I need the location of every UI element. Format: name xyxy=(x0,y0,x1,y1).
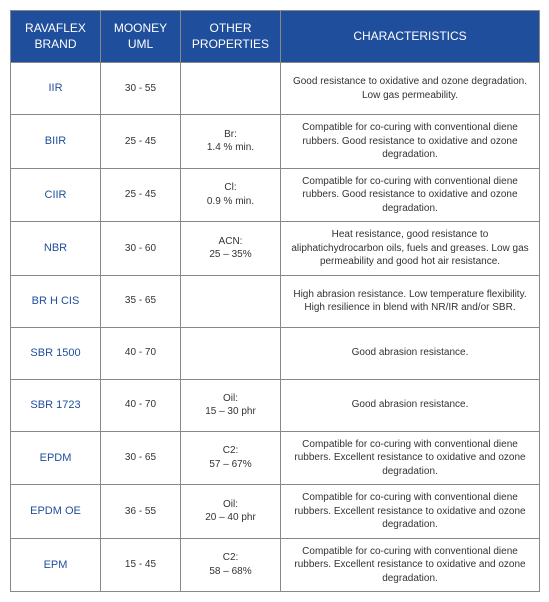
other-cell: Oil:20 – 40 phr xyxy=(181,485,281,539)
ravaflex-table: RAVAFLEXBRANDMOONEYUMLOTHERPROPERTIESCHA… xyxy=(10,10,540,592)
table-row: EPDM OE36 - 55Oil:20 – 40 phrCompatible … xyxy=(11,485,540,539)
mooney-cell: 40 - 70 xyxy=(101,379,181,431)
mooney-cell: 30 - 60 xyxy=(101,222,181,276)
table-row: NBR30 - 60ACN:25 – 35%Heat resistance, g… xyxy=(11,222,540,276)
brand-cell: EPDM xyxy=(11,431,101,485)
char-cell: Compatible for co-curing with convention… xyxy=(281,431,540,485)
brand-cell: CIIR xyxy=(11,168,101,222)
table-row: BR H CIS35 - 65 High abrasion resistance.… xyxy=(11,275,540,327)
other-cell xyxy=(181,275,281,327)
char-cell: Compatible for co-curing with convention… xyxy=(281,168,540,222)
table-header: RAVAFLEXBRANDMOONEYUMLOTHERPROPERTIESCHA… xyxy=(11,11,540,63)
mooney-cell: 30 - 55 xyxy=(101,63,181,115)
char-cell: Compatible for co-curing with convention… xyxy=(281,115,540,169)
other-cell xyxy=(181,63,281,115)
table-row: IIR30 - 55 Good resistance to oxidative a… xyxy=(11,63,540,115)
brand-cell: SBR 1723 xyxy=(11,379,101,431)
brand-cell: EPDM OE xyxy=(11,485,101,539)
mooney-cell: 25 - 45 xyxy=(101,168,181,222)
other-cell: C2:58 – 68% xyxy=(181,538,281,592)
char-cell: Good resistance to oxidative and ozone d… xyxy=(281,63,540,115)
char-cell: Compatible for co-curing with convention… xyxy=(281,485,540,539)
mooney-cell: 35 - 65 xyxy=(101,275,181,327)
char-cell: Good abrasion resistance. xyxy=(281,379,540,431)
other-cell: Cl:0.9 % min. xyxy=(181,168,281,222)
other-cell: C2:57 – 67% xyxy=(181,431,281,485)
char-cell: Heat resistance, good resistance to alip… xyxy=(281,222,540,276)
other-cell: Br:1.4 % min. xyxy=(181,115,281,169)
brand-cell: IIR xyxy=(11,63,101,115)
brand-cell: BR H CIS xyxy=(11,275,101,327)
mooney-cell: 25 - 45 xyxy=(101,115,181,169)
table-row: SBR 150040 - 70 Good abrasion resistance. xyxy=(11,327,540,379)
char-cell: Compatible for co-curing with convention… xyxy=(281,538,540,592)
col-header-3: CHARACTERISTICS xyxy=(281,11,540,63)
col-header-1: MOONEYUML xyxy=(101,11,181,63)
mooney-cell: 36 - 55 xyxy=(101,485,181,539)
table-row: CIIR25 - 45Cl:0.9 % min.Compatible for c… xyxy=(11,168,540,222)
mooney-cell: 15 - 45 xyxy=(101,538,181,592)
other-cell: ACN:25 – 35% xyxy=(181,222,281,276)
brand-cell: NBR xyxy=(11,222,101,276)
mooney-cell: 40 - 70 xyxy=(101,327,181,379)
brand-cell: EPM xyxy=(11,538,101,592)
char-cell: High abrasion resistance. Low temperatur… xyxy=(281,275,540,327)
table-row: SBR 172340 - 70Oil:15 – 30 phrGood abras… xyxy=(11,379,540,431)
brand-cell: SBR 1500 xyxy=(11,327,101,379)
mooney-cell: 30 - 65 xyxy=(101,431,181,485)
other-cell: Oil:15 – 30 phr xyxy=(181,379,281,431)
table-row: EPDM30 - 65C2:57 – 67%Compatible for co-… xyxy=(11,431,540,485)
col-header-0: RAVAFLEXBRAND xyxy=(11,11,101,63)
col-header-2: OTHERPROPERTIES xyxy=(181,11,281,63)
table-row: BIIR25 - 45Br:1.4 % min.Compatible for c… xyxy=(11,115,540,169)
other-cell xyxy=(181,327,281,379)
brand-cell: BIIR xyxy=(11,115,101,169)
table-row: EPM15 - 45C2:58 – 68%Compatible for co-c… xyxy=(11,538,540,592)
table-body: IIR30 - 55 Good resistance to oxidative a… xyxy=(11,63,540,592)
char-cell: Good abrasion resistance. xyxy=(281,327,540,379)
